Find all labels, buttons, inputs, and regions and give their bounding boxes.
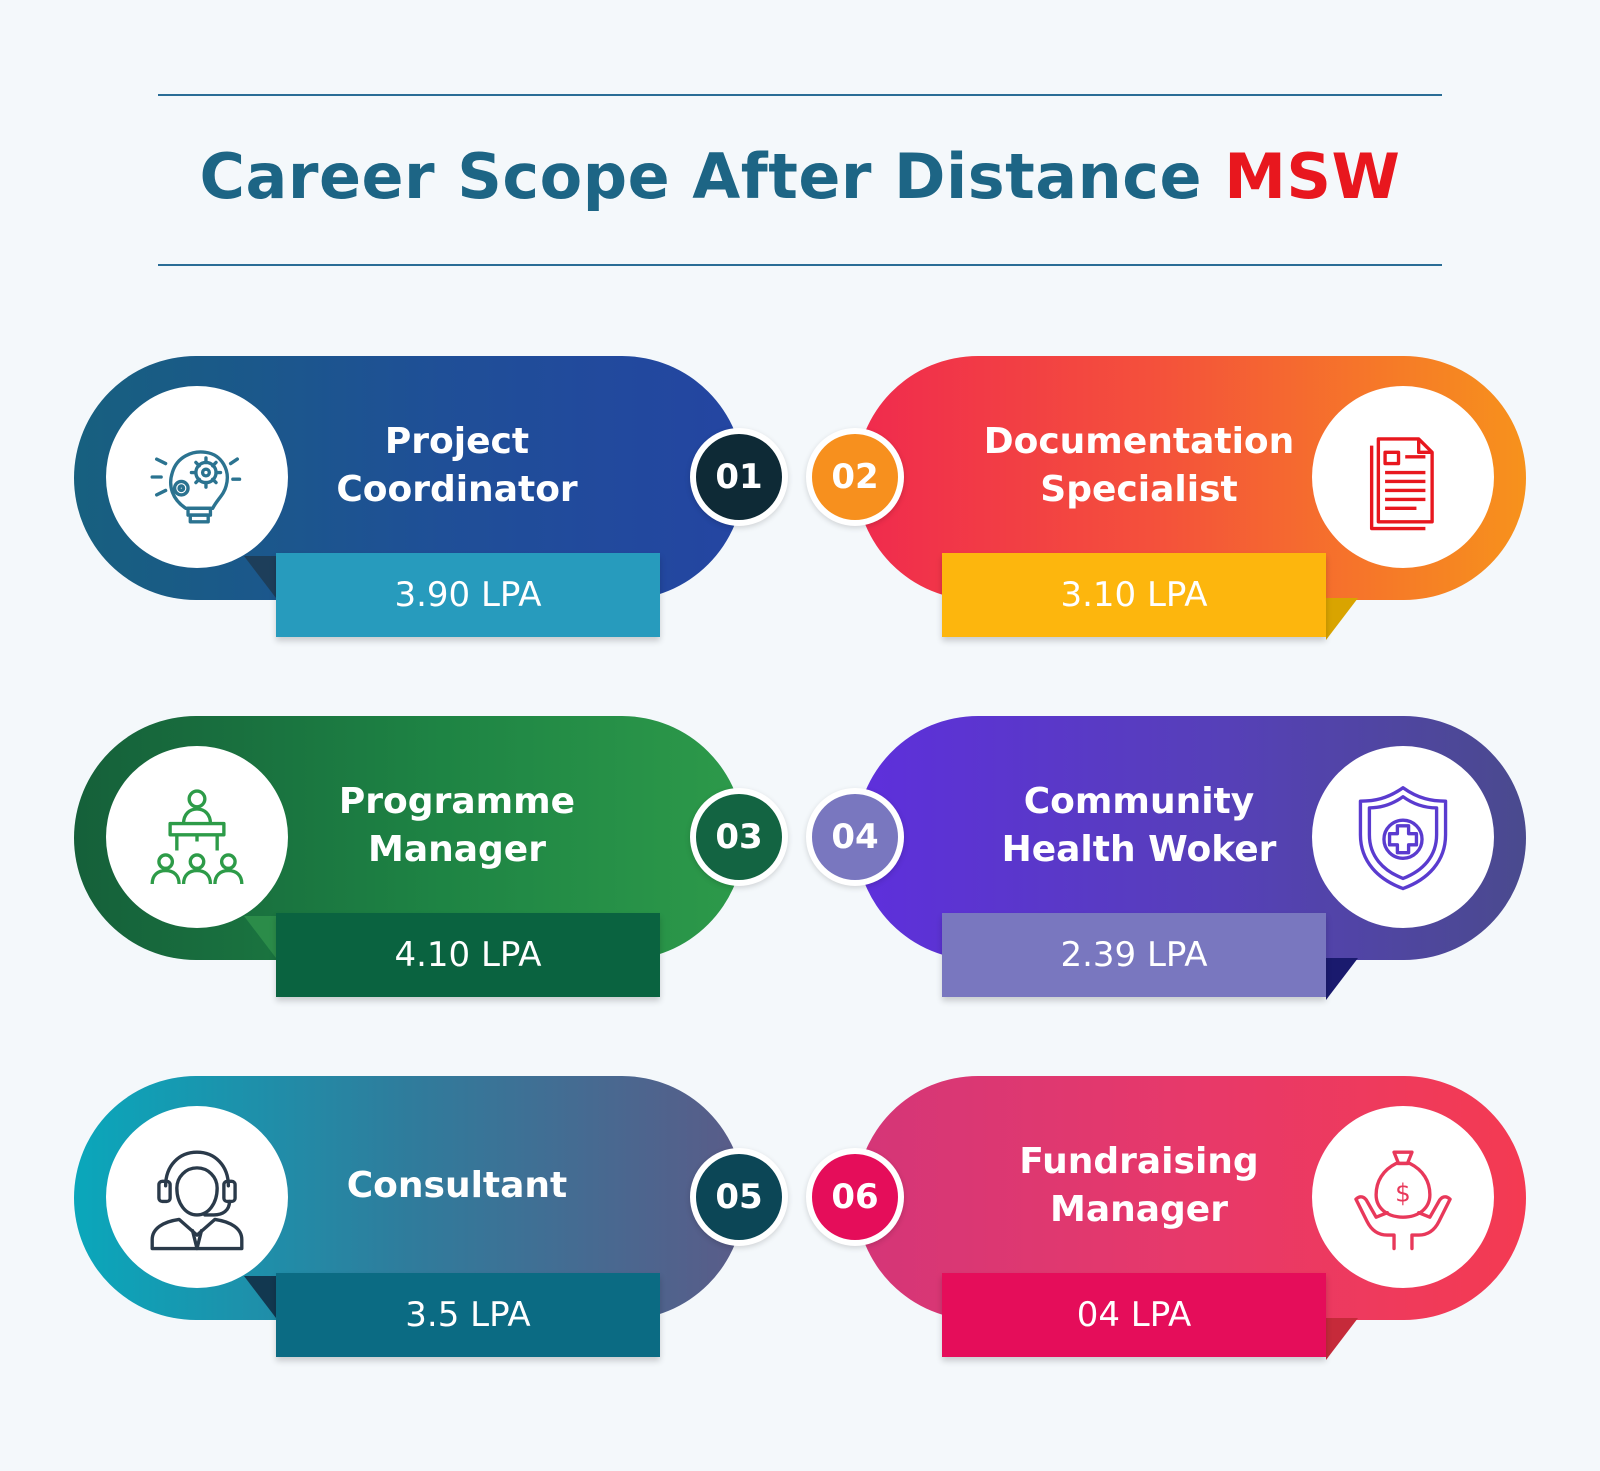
salary-badge: 3.10 LPA: [942, 553, 1326, 637]
career-card-consultant: Consultant 3.5 LPA: [74, 1076, 744, 1357]
job-title: Fundraising Manager: [1019, 1141, 1259, 1230]
step-number-06: 06: [806, 1148, 904, 1246]
job-title: Community Health Woker: [1001, 781, 1277, 870]
job-title: Project Coordinator: [336, 421, 578, 510]
top-divider: [158, 94, 1442, 96]
document-icon: [1369, 437, 1434, 531]
step-number-03: 03: [690, 788, 788, 886]
ribbon-fold: [244, 916, 276, 958]
job-title: Consultant: [346, 1165, 568, 1206]
job-title: Programme Manager: [338, 781, 576, 870]
card-icon-badge: [1312, 746, 1494, 928]
salary-badge: 04 LPA: [942, 1273, 1326, 1357]
step-number-02: 02: [806, 428, 904, 526]
page-title: Career Scope After Distance MSW: [199, 140, 1401, 213]
step-number-01: 01: [690, 428, 788, 526]
svg-text:$: $: [1395, 1178, 1411, 1207]
card-icon-badge: $: [1312, 1106, 1494, 1288]
salary-badge: 3.90 LPA: [276, 553, 660, 637]
career-card-community-health-worker: Community Health Woker 2.39 LPA: [856, 716, 1526, 1000]
salary-badge: 3.5 LPA: [276, 1273, 660, 1357]
ribbon-fold: [244, 1276, 276, 1318]
step-number-04: 04: [806, 788, 904, 886]
salary-badge: 4.10 LPA: [276, 913, 660, 997]
salary-badge: 2.39 LPA: [942, 913, 1326, 997]
ribbon-fold: [1326, 1318, 1358, 1360]
health-shield-icon: [1358, 786, 1448, 891]
card-icon-badge: [106, 746, 288, 928]
career-card-fundraising-manager: $ Fundraising Manager 04 LPA: [856, 1076, 1526, 1360]
job-title: Documentation Specialist: [983, 421, 1295, 510]
bottom-divider: [158, 264, 1442, 266]
presenter-audience-icon: [150, 789, 244, 885]
ribbon-fold: [244, 556, 276, 598]
card-icon-badge: [106, 1106, 288, 1288]
ribbon-fold: [1326, 598, 1358, 640]
card-icon-badge: [1312, 386, 1494, 568]
step-number-05: 05: [690, 1148, 788, 1246]
title-accent: MSW: [1224, 140, 1401, 213]
career-card-documentation-specialist: Documentation Specialist 3.10 LPA: [856, 356, 1526, 640]
career-card-project-coordinator: Project Coordinator 3.90 LPA: [74, 356, 744, 637]
career-card-programme-manager: Programme Manager 4.10 LPA: [74, 716, 744, 997]
headset-agent-icon: [150, 1150, 244, 1251]
ribbon-fold: [1326, 958, 1358, 1000]
idea-gears-icon: [150, 450, 242, 524]
card-icon-badge: [106, 386, 288, 568]
money-bag-hands-icon: $: [1354, 1150, 1452, 1251]
